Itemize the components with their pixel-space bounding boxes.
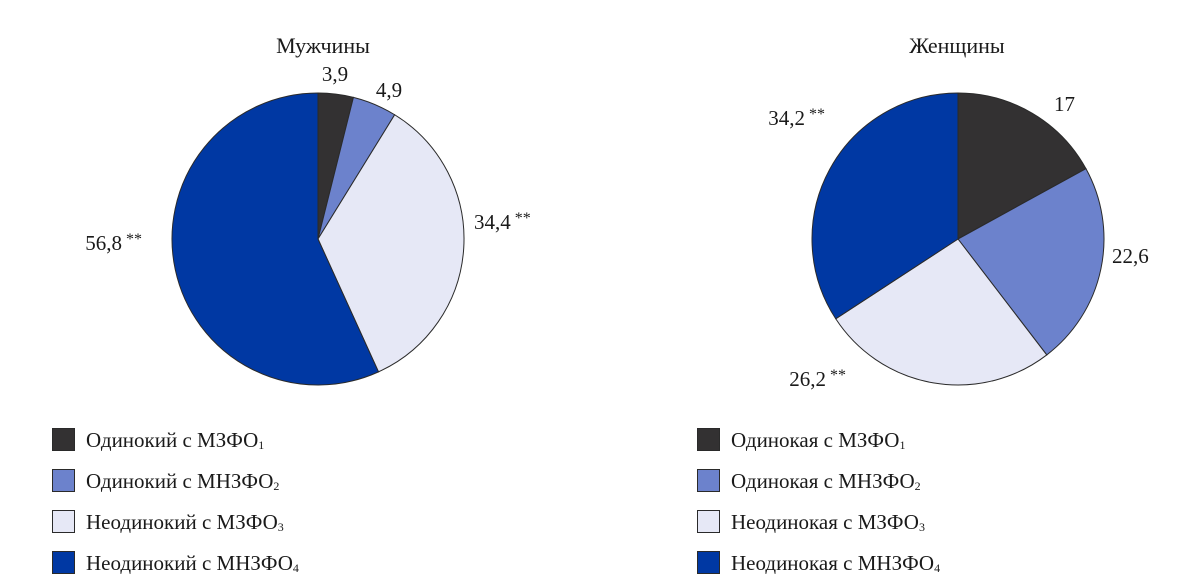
slice-value-label-3: 26,2 ** [789,367,846,391]
legend-swatch [697,469,720,492]
slice-value-label-1: 17 [1054,92,1075,116]
pie-slice-1 [957,92,1087,240]
legend-label: Одинокий с МНЗФО2 [86,469,280,493]
significance-marker: ** [809,106,825,123]
slice-value-label-2: 22,6 [1112,244,1149,268]
slice-value-label-4: 56,8 ** [85,231,142,255]
legend-label-subscript: 1 [899,438,906,452]
significance-marker: ** [830,367,846,384]
legend-label-subscript: 3 [277,520,284,534]
slice-value-label-1: 3,9 [322,62,348,86]
slice-value-label-3: 34,4 ** [474,210,531,234]
legend-label-subscript: 3 [918,520,925,534]
pie-slice-4 [171,92,380,386]
pie-slice-3 [317,114,465,373]
slice-value-label-4: 34,2 ** [768,106,825,130]
legend-swatch [697,510,720,533]
legend-label: Неодинокая с МЗФО3 [731,510,925,534]
legend-label-subscript: 4 [934,561,941,575]
legend-swatch [697,428,720,451]
significance-marker: ** [126,231,142,248]
legend-swatch [52,551,75,574]
legend-swatch [697,551,720,574]
chart-title-men: Мужчины [276,33,370,58]
legend-label-subscript: 1 [258,438,265,452]
pie-chart-men: 3,9 4,9 34,4 ** 56,8 ** [85,62,531,386]
legend-swatch [52,510,75,533]
legend-swatch [52,469,75,492]
slice-value-label-2: 4,9 [376,78,402,102]
significance-marker: ** [515,210,531,227]
legend-label: Неодинокая с МНЗФО4 [731,551,941,575]
legend-label: Одинокая с МЗФО1 [731,428,906,452]
legend-label: Неодинокий с МНЗФО4 [86,551,299,575]
legend-label: Одинокая с МНЗФО2 [731,469,921,493]
chart-title-women: Женщины [909,33,1005,58]
pie-slice-4 [811,92,959,320]
legend-label-subscript: 4 [292,561,299,575]
pie-chart-women: 17 22,6 26,2 ** 34,2 ** [768,92,1149,391]
legend-label-subscript: 2 [914,479,921,493]
legend-label-subscript: 2 [273,479,280,493]
pie-slice-3 [835,238,1048,386]
legend-swatch [52,428,75,451]
legend-label: Одинокий с МЗФО1 [86,428,265,452]
pie-slice-2 [957,167,1105,356]
legend-label: Неодинокий с МЗФО3 [86,510,284,534]
